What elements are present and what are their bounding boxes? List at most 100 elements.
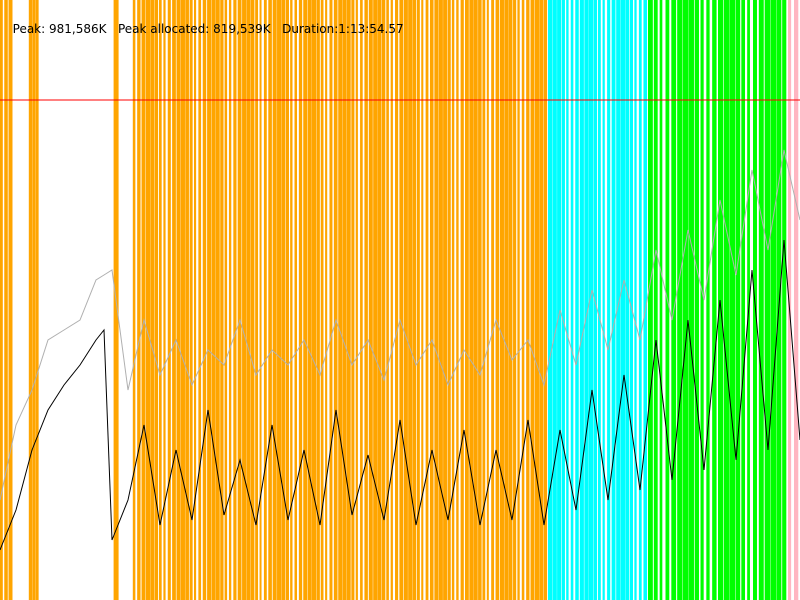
- phase-stripe-orange: [456, 0, 459, 600]
- phase-stripe-orange: [198, 0, 202, 600]
- phase-stripe-orange: [35, 0, 39, 600]
- phase-stripe-orange: [325, 0, 328, 600]
- phase-stripe-cyan: [579, 0, 584, 600]
- phase-stripe-cyan: [634, 0, 637, 600]
- phase-stripe-orange: [294, 0, 297, 600]
- peak-value: 981,586K: [49, 22, 107, 36]
- phase-stripe-pink: [794, 0, 799, 600]
- phase-stripe-cyan: [638, 0, 642, 600]
- phase-stripe-orange: [386, 0, 389, 600]
- phase-stripe-orange: [316, 0, 320, 600]
- phase-stripe-cyan: [620, 0, 625, 600]
- phase-stripe-orange: [438, 0, 443, 600]
- phase-stripe-orange: [338, 0, 343, 600]
- phase-stripe-green: [770, 0, 776, 600]
- phase-stripe-orange: [377, 0, 382, 600]
- phase-stripe-cyan: [611, 0, 616, 600]
- phase-stripe-orange: [491, 0, 495, 600]
- phase-stripe-pink: [788, 0, 792, 600]
- phase-stripe-green: [671, 0, 677, 600]
- phase-stripe-orange: [250, 0, 255, 600]
- allocated-memory-line: [0, 239, 800, 551]
- phase-stripe-orange: [228, 0, 232, 600]
- phase-stripe-orange: [430, 0, 434, 600]
- phase-stripe-green: [683, 0, 689, 600]
- phase-stripe-orange: [543, 0, 548, 600]
- phase-stripe-orange: [460, 0, 464, 600]
- phase-stripe-green: [700, 0, 704, 600]
- phase-stripe-green: [694, 0, 699, 600]
- phase-stripe-cyan: [625, 0, 630, 600]
- phase-stripe-orange: [193, 0, 197, 600]
- phase-stripe-orange: [346, 0, 351, 600]
- peak-allocated-label: Peak allocated:: [117, 22, 210, 36]
- phase-stripe-cyan: [643, 0, 648, 600]
- phase-stripe-orange: [364, 0, 368, 600]
- phase-stripe-orange: [298, 0, 303, 600]
- phase-stripe-orange: [259, 0, 262, 600]
- phase-stripe-cyan: [557, 0, 562, 600]
- phase-stripe-green: [712, 0, 717, 600]
- phase-stripe-cyan: [561, 0, 565, 600]
- phase-stripe-orange: [473, 0, 478, 600]
- phase-stripe-cyan: [570, 0, 574, 600]
- phase-stripe-orange: [167, 0, 171, 600]
- phase-stripe-orange: [482, 0, 486, 600]
- chart-header: Peak: 981,586K Peak allocated: 819,539K …: [5, 5, 404, 36]
- phase-stripe-orange: [464, 0, 469, 600]
- phase-stripe-orange: [172, 0, 176, 600]
- phase-stripe-cyan: [552, 0, 557, 600]
- phase-stripe-orange: [154, 0, 159, 600]
- phase-stripe-orange: [434, 0, 439, 600]
- phase-stripe-orange: [237, 0, 242, 600]
- phase-stripe-orange: [539, 0, 544, 600]
- phase-stripe-orange: [207, 0, 212, 600]
- phase-stripe-orange: [421, 0, 424, 600]
- phase-stripe-orange: [0, 0, 3, 600]
- phase-stripe-green: [677, 0, 683, 600]
- phase-stripe-orange: [277, 0, 282, 600]
- phase-stripe-orange: [4, 0, 8, 600]
- phase-stripe-cyan: [588, 0, 594, 600]
- phase-stripe-green: [718, 0, 724, 600]
- phase-stripe-cyan: [548, 0, 553, 600]
- phase-stripe-green: [747, 0, 750, 600]
- phase-stripe-cyan: [598, 0, 601, 600]
- phase-stripe-orange: [211, 0, 216, 600]
- phase-stripe-orange: [272, 0, 277, 600]
- phase-stripe-orange: [447, 0, 451, 600]
- phase-stripe-orange: [185, 0, 189, 600]
- phase-stripe-orange: [263, 0, 267, 600]
- phase-stripe-orange: [513, 0, 517, 600]
- phase-stripe-orange: [517, 0, 520, 600]
- phase-stripe-orange: [180, 0, 185, 600]
- phase-stripe-cyan: [616, 0, 621, 600]
- phase-stripe-orange: [285, 0, 289, 600]
- phase-stripe-orange: [499, 0, 504, 600]
- phase-stripe-green: [764, 0, 771, 600]
- phase-stripe-orange: [268, 0, 272, 600]
- phase-stripe-orange: [215, 0, 220, 600]
- phase-stripe-orange: [290, 0, 293, 600]
- phase-stripe-orange: [399, 0, 404, 600]
- phase-stripe-orange: [403, 0, 408, 600]
- phase-stripe-green: [653, 0, 658, 600]
- phase-stripe-green: [659, 0, 663, 600]
- phase-stripe-green: [782, 0, 787, 600]
- phase-stripe-cyan: [629, 0, 633, 600]
- phase-stripe-orange: [390, 0, 393, 600]
- peak-allocated-value: 819,539K: [213, 22, 271, 36]
- phase-stripe-orange: [132, 0, 136, 600]
- phase-stripe-cyan: [607, 0, 611, 600]
- phase-stripe-orange: [508, 0, 513, 600]
- phase-stripe-orange: [307, 0, 312, 600]
- phase-stripe-orange: [176, 0, 181, 600]
- duration-value: 1:13:54.57: [338, 22, 404, 36]
- phase-stripe-orange: [521, 0, 525, 600]
- phase-stripe-orange: [534, 0, 540, 600]
- phase-stripe-orange: [329, 0, 333, 600]
- phase-stripe-orange: [526, 0, 530, 600]
- phase-stripe-green: [688, 0, 694, 600]
- phase-stripe-orange: [202, 0, 207, 600]
